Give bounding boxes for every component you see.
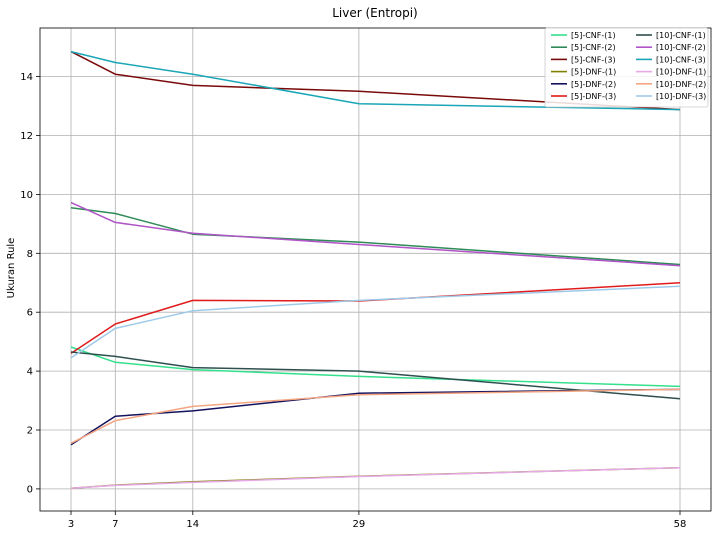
- y-tick-label: 0: [27, 484, 33, 495]
- series-line-10-dnf-1: [70, 466, 681, 490]
- legend-entry: [10]-DNF-(2): [656, 80, 706, 89]
- legend-entry: [5]-DNF-(1): [571, 68, 616, 77]
- series-lines: [70, 50, 681, 490]
- x-tick-label: 7: [112, 519, 118, 530]
- x-tick-label: 29: [353, 519, 366, 530]
- y-tick-label: 8: [27, 249, 33, 260]
- legend-entry: [5]-DNF-(2): [571, 80, 616, 89]
- series-line-5-dnf-2: [70, 388, 681, 446]
- y-axis-label: Ukuran Rule: [6, 238, 17, 299]
- legend-entry: [10]-DNF-(1): [656, 68, 706, 77]
- x-tick-label: 58: [674, 519, 687, 530]
- series-line-10-cnf-3: [70, 50, 681, 111]
- y-tick-label: 12: [20, 131, 33, 142]
- y-tick-label: 14: [20, 72, 33, 83]
- legend-entry: [10]-CNF-(1): [656, 31, 706, 40]
- legend-entry: [5]-CNF-(2): [571, 43, 616, 52]
- y-axis: 0 2 4 6 8 10 12 14: [20, 72, 40, 495]
- legend-entry: [5]-DNF-(3): [571, 92, 616, 101]
- plot-frame: [39, 27, 712, 512]
- legend-entry: [5]-CNF-(1): [571, 31, 616, 40]
- grid: [40, 28, 711, 511]
- y-tick-label: 4: [27, 367, 33, 378]
- series-line-10-dnf-2: [70, 388, 681, 444]
- legend-entry: [10]-CNF-(3): [656, 55, 706, 64]
- y-tick-label: 2: [27, 426, 33, 437]
- legend-entry: [10]-DNF-(3): [656, 92, 706, 101]
- legend-entry: [5]-CNF-(3): [571, 55, 616, 64]
- legend-entry: [10]-CNF-(2): [656, 43, 706, 52]
- series-line-10-cnf-2: [70, 201, 681, 267]
- series-line-5-cnf-2: [70, 206, 681, 266]
- series-line-10-cnf-1: [70, 351, 681, 400]
- x-axis: 3 7 14 29 58: [68, 511, 687, 530]
- y-tick-label: 6: [27, 308, 33, 319]
- series-line-5-dnf-3: [70, 282, 681, 355]
- legend-frame: [544, 27, 709, 108]
- chart-title: Liver (Entropi): [332, 6, 417, 20]
- legend: [5]-CNF-(1) [5]-CNF-(2) [5]-CNF-(3) [5]-DNF…: [544, 27, 709, 108]
- y-tick-label: 10: [20, 190, 33, 201]
- series-line-5-cnf-3: [70, 50, 681, 111]
- series-line-10-dnf-3: [70, 285, 681, 359]
- x-tick-label: 14: [186, 519, 199, 530]
- x-tick-label: 3: [68, 519, 74, 530]
